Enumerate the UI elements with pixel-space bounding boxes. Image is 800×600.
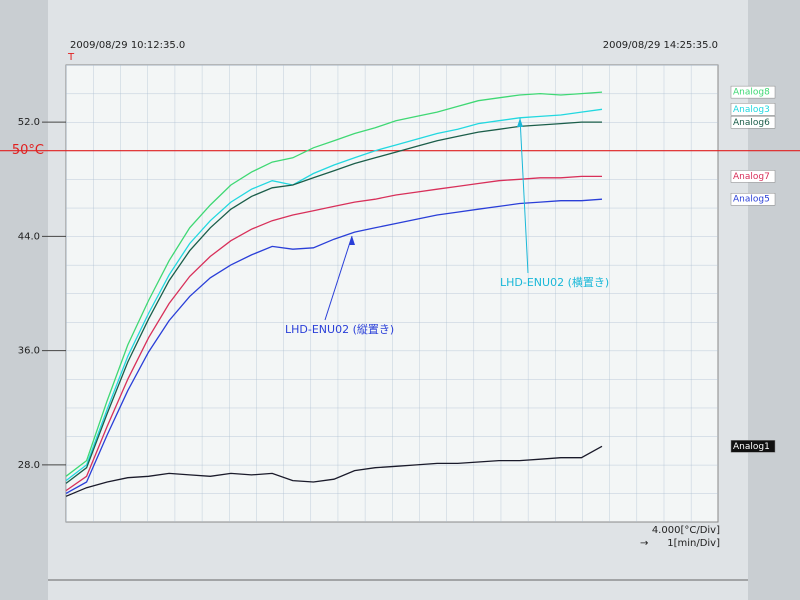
- arrow-head: [517, 118, 523, 127]
- legend-label: Analog6: [733, 118, 770, 128]
- series-line: [65, 445, 603, 497]
- legend-label: Analog7: [733, 172, 770, 182]
- series-line: [65, 198, 603, 494]
- end-time: 2009/08/29 14:25:35.0: [603, 40, 718, 51]
- annotation: LHD-ENU02 (縦置き): [285, 323, 394, 336]
- legend-box: [730, 440, 776, 453]
- legend-label: Analog3: [733, 105, 770, 115]
- start-time: 2009/08/29 10:12:35.0: [70, 40, 185, 51]
- annotation-arrow: [519, 117, 529, 274]
- y-tick-label: 36.0: [18, 346, 40, 357]
- series-line: [65, 91, 603, 477]
- series-line: [65, 175, 602, 492]
- y-tick-label: 52.0: [18, 117, 40, 128]
- legend-box: [730, 85, 776, 99]
- x-arrow: →: [640, 538, 648, 549]
- legend-box: [730, 170, 776, 183]
- series-line: [65, 121, 602, 484]
- legend-box: [730, 103, 776, 116]
- reference-label: 50°C: [12, 143, 44, 158]
- legend-label: Analog8: [733, 88, 770, 98]
- legend-box: [730, 116, 776, 129]
- minor-grid: [66, 65, 718, 522]
- series-line: [65, 108, 603, 482]
- arrow-head: [349, 236, 355, 245]
- legend-box: [730, 192, 776, 206]
- annotation: LHD-ENU02 (横置き): [500, 275, 609, 289]
- annotation-arrow: [324, 235, 353, 321]
- x-scale-label: 1[min/Div]: [667, 538, 720, 549]
- y-tick-label: 44.0: [18, 231, 40, 242]
- legend-label: Analog5: [733, 195, 770, 205]
- legend-label: Analog1: [733, 442, 770, 452]
- y-tick-label: 28.0: [18, 460, 40, 471]
- axis-marker: T: [67, 52, 75, 63]
- y-scale-label: 4.000[°C/Div]: [652, 525, 720, 536]
